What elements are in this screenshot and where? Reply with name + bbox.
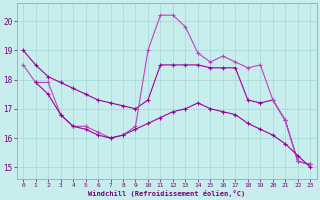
X-axis label: Windchill (Refroidissement éolien,°C): Windchill (Refroidissement éolien,°C) — [88, 190, 245, 197]
